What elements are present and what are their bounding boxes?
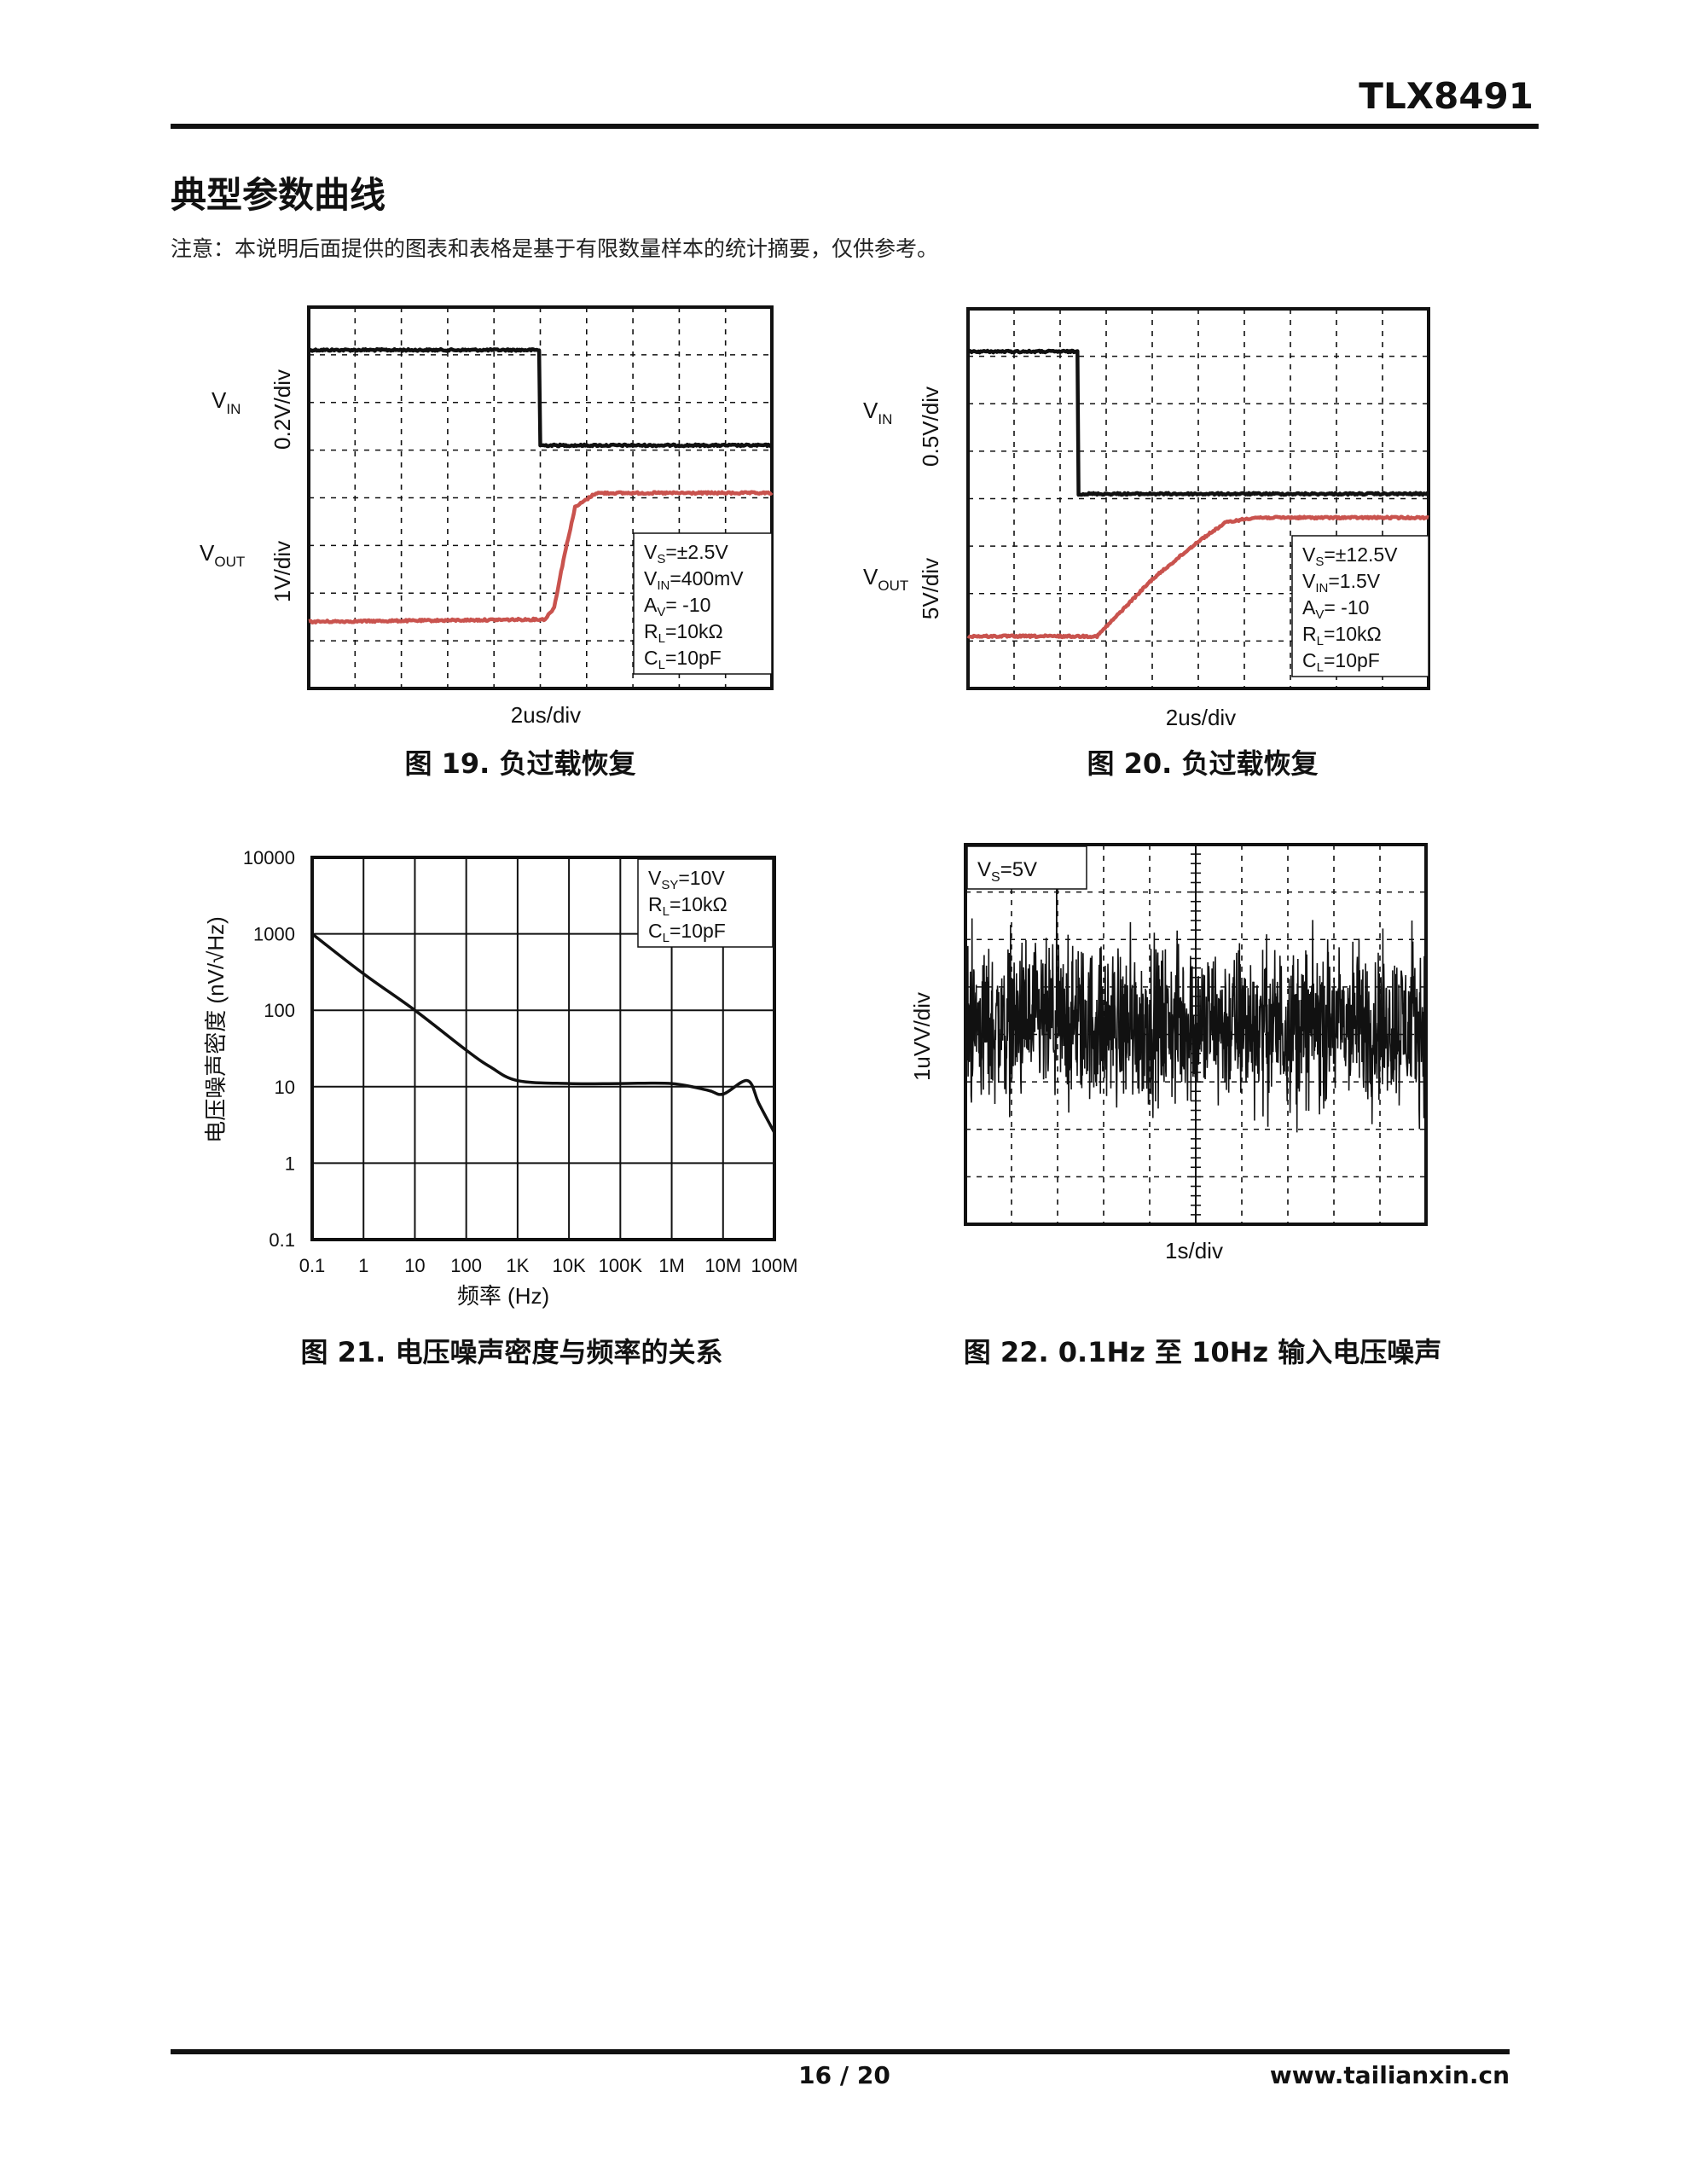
figure-22-y-label: 1uVV/div	[909, 992, 935, 1081]
figure-21-legend-item: VSY=10V	[648, 867, 725, 892]
figure-19-legend-item: CL=10pF	[644, 647, 722, 672]
figure-22-legend: VS=5V	[966, 845, 1087, 890]
figure-21-legend-item: RL=10kΩ	[648, 893, 728, 919]
figure-22-plot: VS=5V 1uVV/div 1s/div	[909, 843, 1428, 1263]
figure-20-caption: 图 20. 负过载恢复	[1087, 747, 1319, 780]
figure-20-legend-item: AV= -10	[1302, 596, 1369, 622]
figure-19-series-vout	[308, 490, 774, 624]
figure-20-legend-item: VIN=1.5V	[1302, 570, 1381, 595]
figure-21-y-tick: 1	[285, 1153, 295, 1174]
figure-21-legend-item: CL=10pF	[648, 920, 726, 945]
figure-20-y-lower-label: 5V/div	[918, 558, 943, 619]
figure-19-x-label: 2us/div	[511, 702, 581, 728]
figure-19-series	[307, 346, 774, 624]
website-link: www.tailianxin.cn	[1269, 2061, 1510, 2089]
figure-21-x-tick: 10	[404, 1255, 425, 1276]
figure-20-x-label: 2us/div	[1166, 705, 1236, 730]
figure-19-y-upper-label: 0.2V/div	[270, 369, 295, 450]
figure-20-legend-item: VS=±12.5V	[1302, 543, 1398, 569]
figure-21-x-ticks: 0.1 1 10 100 1K 10K 100K 1M 10M 100M	[299, 1255, 798, 1276]
figure-19-vin-label: VIN	[212, 387, 241, 417]
figure-21-x-label: 频率 (Hz)	[457, 1283, 549, 1309]
figure-22-caption: 图 22. 0.1Hz 至 10Hz 输入电压噪声	[963, 1336, 1442, 1368]
figure-21-y-tick: 10000	[243, 847, 295, 868]
figure-21-series-noise	[310, 932, 776, 1134]
figure-21-x-tick: 10K	[553, 1255, 586, 1276]
figure-21-y-tick: 100	[264, 1000, 295, 1021]
footer-rule	[171, 2049, 1510, 2054]
figure-22-legend-box	[966, 845, 1087, 890]
figure-20-vin-label: VIN	[863, 398, 892, 427]
document-title: TLX8491	[1359, 75, 1533, 117]
figure-20-legend-item: RL=10kΩ	[1302, 623, 1382, 648]
figure-21-x-tick: 100	[450, 1255, 482, 1276]
figure-19-legend-item: VS=±2.5V	[644, 541, 728, 566]
figure-22-series-noise	[966, 863, 1425, 1133]
figure-20-series-vin	[967, 348, 1430, 497]
figure-21-x-tick: 100K	[599, 1255, 643, 1276]
figure-21-x-tick: 0.1	[299, 1255, 326, 1276]
figure-21-x-tick: 1M	[658, 1255, 685, 1276]
figure-20-vout-label: VOUT	[863, 564, 908, 594]
figure-19-vout-label: VOUT	[200, 540, 245, 570]
figure-19-legend-item: RL=10kΩ	[644, 620, 723, 646]
figure-19-legend-box	[633, 532, 773, 675]
figure-21-series	[310, 932, 776, 1134]
figure-21-y-ticks: 10000 1000 100 10 1 0.1	[243, 847, 295, 1251]
figure-21-x-tick: 10M	[704, 1255, 741, 1276]
figure-21-y-tick: 1000	[253, 924, 295, 945]
figure-21-plot: 10000 1000 100 10 1 0.1 0.1 1 10 100 1K 10K 100K 1M 1…	[203, 847, 798, 1309]
figure-20-series-vout	[966, 514, 1429, 640]
figure-19-caption: 图 19. 负过载恢复	[404, 747, 636, 780]
figure-19-y-lower-label: 1V/div	[270, 541, 295, 602]
figure-19-legend-item: VIN=400mV	[644, 567, 744, 593]
figure-19-legend-item: AV= -10	[644, 594, 710, 619]
figure-21-y-label: 电压噪声密度 (nV/√Hz)	[203, 916, 229, 1143]
figure-20-legend-box	[1291, 535, 1429, 677]
figure-22-series	[966, 863, 1425, 1133]
note-text: 注意：本说明后面提供的图表和表格是基于有限数量样本的统计摘要，仅供参考。	[171, 236, 939, 261]
figure-22-legend-item: VS=5V	[977, 858, 1037, 885]
figure-22-x-label: 1s/div	[1165, 1238, 1223, 1263]
figure-20-series	[966, 348, 1430, 640]
page-number: 16 / 20	[798, 2061, 890, 2089]
header-rule	[171, 124, 1539, 129]
figure-21-y-tick: 10	[275, 1077, 295, 1098]
figure-20-legend-item: CL=10pF	[1302, 649, 1380, 675]
figure-21-y-tick: 0.1	[269, 1229, 295, 1251]
figure-20-y-upper-label: 0.5V/div	[918, 386, 943, 467]
section-heading: 典型参数曲线	[171, 174, 386, 216]
figure-21-caption: 图 21. 电压噪声密度与频率的关系	[300, 1336, 723, 1368]
figure-21-x-tick: 1	[358, 1255, 368, 1276]
figure-21-x-tick: 100M	[751, 1255, 797, 1276]
figure-19-series-vin	[307, 346, 773, 449]
figure-21-x-tick: 1K	[506, 1255, 529, 1276]
figure-21-legend-box	[637, 858, 774, 948]
